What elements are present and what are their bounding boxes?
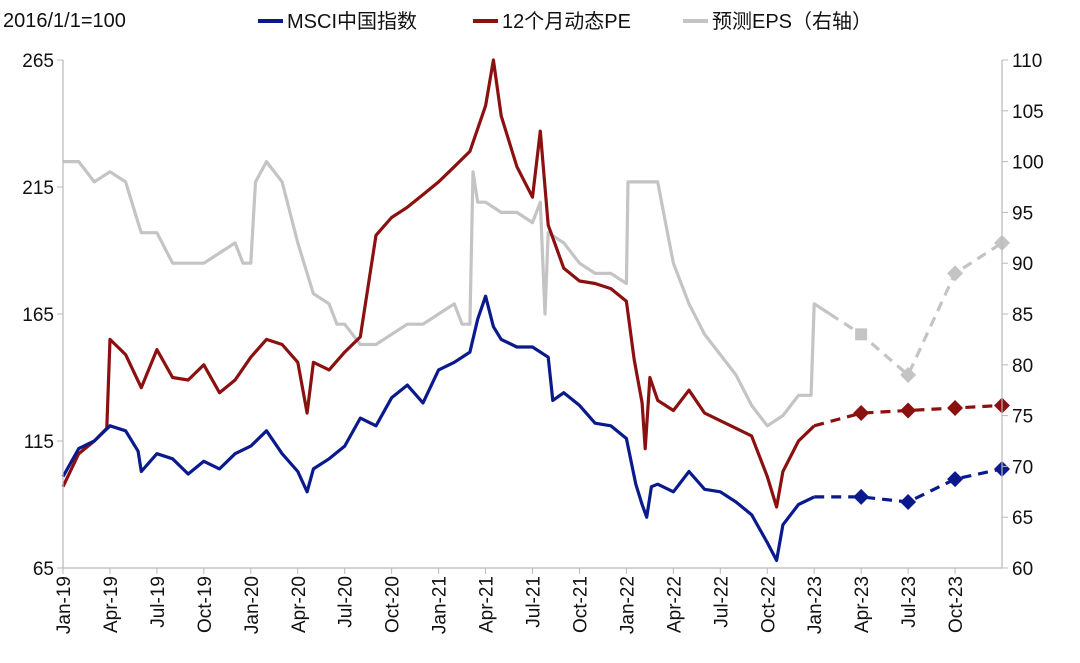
series-0-marker: [947, 471, 964, 488]
x-tick-label: Jul-19: [148, 576, 169, 628]
legend: MSCI中国指数 12个月动态PE 预测EPS（右轴）: [258, 10, 872, 33]
legend-label-1: 12个月动态PE: [502, 10, 631, 33]
x-tick-label: Apr-21: [477, 576, 498, 633]
left-axis-index-label: 2016/1/1=100: [3, 10, 126, 32]
x-tick-label: Apr-19: [101, 576, 122, 633]
series-2-actual-line: [63, 160, 831, 428]
x-tick-label: Jul-22: [711, 576, 732, 628]
right-tick-label: 105: [1012, 102, 1044, 123]
series-1-marker: [947, 399, 964, 416]
x-tick-label: Oct-23: [946, 576, 967, 633]
left-tick-label: 115: [24, 432, 54, 453]
x-tick-label: Jan-22: [617, 576, 638, 634]
x-tick-label: Jul-21: [524, 576, 545, 628]
plot-area: [61, 58, 1010, 563]
series-0-actual-line: [61, 294, 815, 563]
x-tick-label: Jan-23: [805, 576, 826, 634]
right-tick-label: 60: [1012, 559, 1033, 580]
series-1-marker: [900, 402, 917, 419]
series-0-marker: [900, 493, 917, 510]
series-2-marker: [947, 265, 964, 282]
right-tick-label: 65: [1012, 508, 1033, 529]
series-1-marker: [853, 405, 870, 422]
left-tick-label: 215: [22, 178, 54, 199]
series-1-actual-line: [61, 58, 816, 509]
legend-label-2: 预测EPS（右轴）: [712, 10, 872, 33]
index-base-label: 2016/1/1=100: [3, 10, 126, 32]
x-tick-label: Jan-21: [430, 576, 451, 634]
x-tick-label: Oct-19: [195, 576, 216, 633]
right-tick-label: 90: [1012, 254, 1033, 275]
right-tick-label: 110: [1012, 51, 1042, 72]
left-tick-label: 265: [22, 51, 54, 72]
x-tick-label: Jul-20: [336, 576, 357, 628]
left-tick-label: 165: [22, 305, 54, 326]
axes: 65 115 165 215 265 60 65 70 75 80 85 90 95 100 105 110 J…: [22, 51, 1043, 634]
x-tick-label: Apr-22: [664, 576, 685, 633]
x-tick-label: Jan-20: [242, 576, 263, 634]
right-tick-label: 85: [1012, 305, 1033, 326]
x-tick-label: Jul-23: [899, 576, 920, 628]
x-tick-label: Apr-20: [289, 576, 310, 633]
right-tick-label: 80: [1012, 356, 1033, 377]
right-tick-label: 100: [1012, 153, 1044, 174]
x-tick-label: Apr-23: [852, 576, 873, 633]
left-tick-label: 65: [33, 559, 54, 580]
right-tick-label: 95: [1012, 203, 1033, 224]
legend-label-0: MSCI中国指数: [287, 10, 417, 33]
series-2-projected-line: [829, 241, 1003, 378]
series-1-projected-line: [813, 403, 1003, 428]
series-0-marker: [853, 488, 870, 505]
series-2-marker: [855, 328, 868, 341]
series-2-marker: [900, 366, 917, 383]
x-tick-label: Jan-19: [54, 576, 75, 634]
x-tick-label: Oct-20: [383, 576, 404, 633]
right-tick-label: 70: [1012, 457, 1033, 478]
x-tick-label: Oct-21: [570, 576, 591, 633]
right-tick-label: 75: [1012, 407, 1033, 428]
x-tick-label: Oct-22: [758, 576, 779, 633]
